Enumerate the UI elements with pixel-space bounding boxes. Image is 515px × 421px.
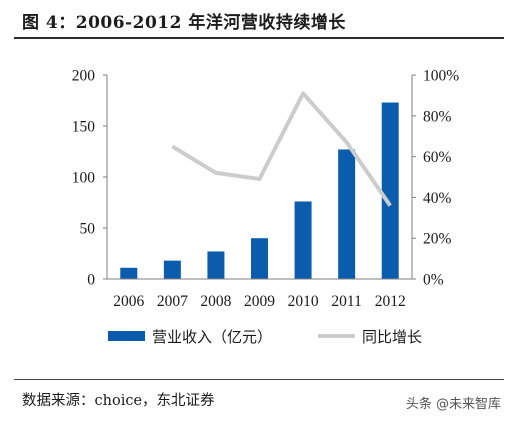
legend-label-growth: 同比增长 xyxy=(362,329,422,346)
right-tick-label: 40% xyxy=(423,190,452,207)
left-tick-label: 0 xyxy=(87,272,95,289)
right-tick-label: 60% xyxy=(423,149,452,166)
x-tick-label: 2008 xyxy=(200,293,231,310)
left-tick-label: 100 xyxy=(72,170,96,187)
legend: 营业收入（亿元） 同比增长 xyxy=(108,329,422,346)
data-source: 数据来源：choice，东北证券 xyxy=(22,393,215,409)
x-tick-label: 2006 xyxy=(113,293,144,310)
x-axis-tick-labels: 2006 2007 2008 2009 2010 2011 2012 xyxy=(113,293,405,310)
x-tick-label: 2012 xyxy=(375,293,406,310)
left-tick-label: 200 xyxy=(72,68,96,85)
left-tick-label: 50 xyxy=(80,221,96,238)
watermark: 头条 @未来智库 xyxy=(405,397,501,412)
right-axis-tick-labels: 0% 20% 40% 60% 80% 100% xyxy=(423,68,459,289)
right-tick-label: 20% xyxy=(423,231,452,248)
legend-swatch-bar xyxy=(108,331,145,341)
bar-2007 xyxy=(163,260,181,279)
bar-2009 xyxy=(251,238,268,279)
bar-2010 xyxy=(294,201,312,279)
x-tick-label: 2010 xyxy=(288,293,319,310)
axes xyxy=(103,74,416,280)
line-series xyxy=(171,91,392,207)
right-tick-label: 80% xyxy=(423,108,452,125)
bar-series xyxy=(120,102,399,279)
bar-2012 xyxy=(381,102,399,279)
right-tick-label: 0% xyxy=(423,272,444,289)
x-tick-label: 2009 xyxy=(244,293,275,310)
growth-line xyxy=(171,91,392,207)
left-tick-label: 150 xyxy=(72,119,96,136)
footer-divider xyxy=(14,379,504,380)
right-tick-label: 100% xyxy=(423,68,459,85)
figure-title: 图 4：2006-2012 年洋河营收持续增长 xyxy=(22,13,346,33)
bar-2006 xyxy=(120,267,138,279)
x-tick-label: 2007 xyxy=(157,293,188,310)
legend-label-revenue: 营业收入（亿元） xyxy=(152,329,272,346)
left-axis-tick-labels: 0 50 100 150 200 xyxy=(72,68,96,289)
title-divider xyxy=(14,37,504,39)
bar-2011 xyxy=(338,149,356,279)
bar-2008 xyxy=(207,251,225,279)
x-tick-label: 2011 xyxy=(331,293,361,310)
